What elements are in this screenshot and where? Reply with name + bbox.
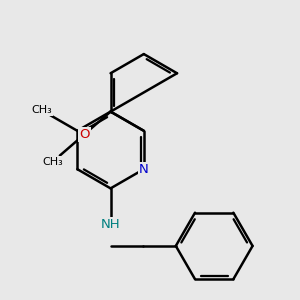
Text: O: O (79, 128, 90, 141)
Text: NH: NH (101, 218, 120, 231)
Text: CH₃: CH₃ (31, 105, 52, 115)
Text: N: N (139, 163, 149, 176)
Text: CH₃: CH₃ (42, 157, 63, 167)
